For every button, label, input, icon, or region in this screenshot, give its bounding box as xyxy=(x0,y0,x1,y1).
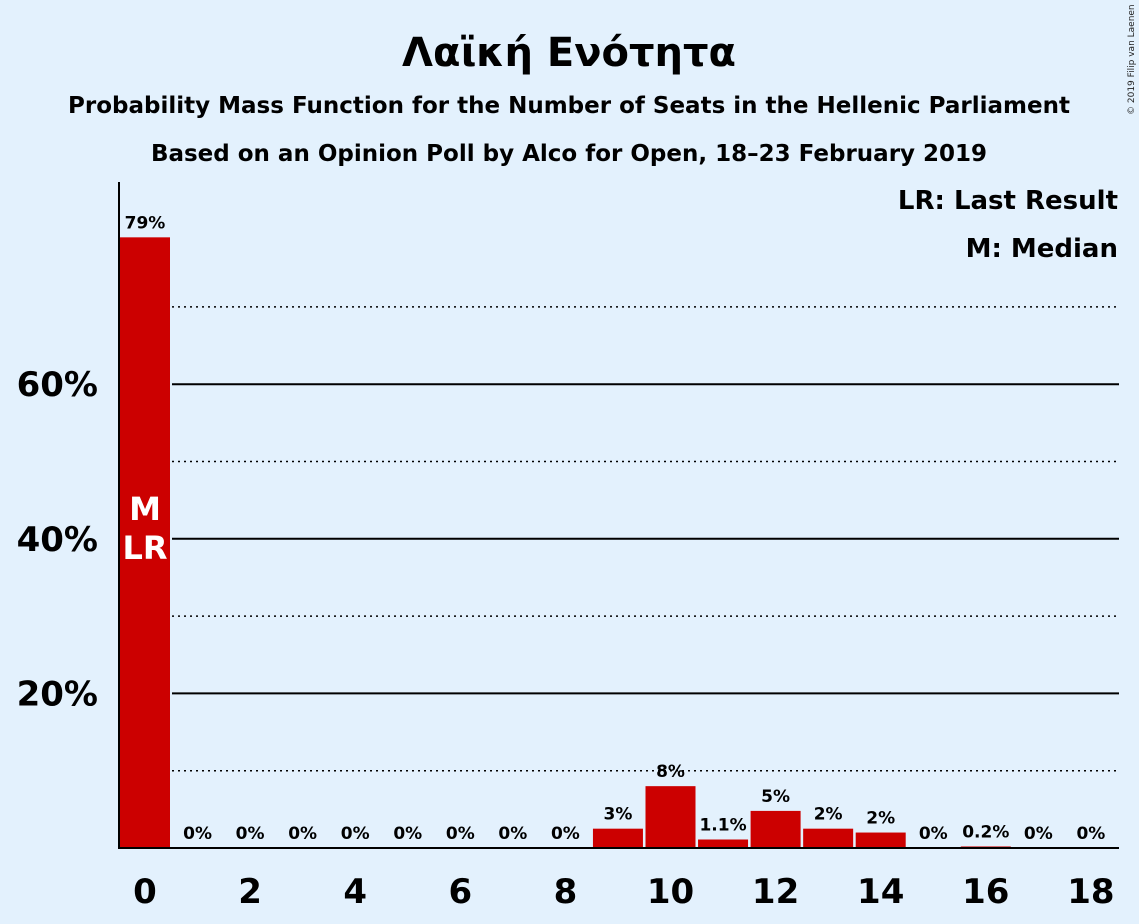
chart-subtitle-line2: Based on an Opinion Poll by Alco for Ope… xyxy=(151,141,987,167)
bar xyxy=(645,786,696,848)
bar xyxy=(120,237,170,848)
bar-value-label: 0% xyxy=(183,824,212,844)
x-tick-label: 12 xyxy=(752,872,799,912)
last-result-marker: LR xyxy=(122,529,167,567)
bar-value-label: 2% xyxy=(814,805,843,825)
bar-value-label: 1.1% xyxy=(699,815,746,835)
bar-value-label: 0% xyxy=(551,824,580,844)
bar xyxy=(803,828,854,848)
y-tick-label: 60% xyxy=(17,365,98,405)
copyright-note: © 2019 Filip van Laenen xyxy=(1127,4,1137,115)
chart-title: Λαϊκή Ενότητα xyxy=(402,30,736,76)
bar-value-label: 0% xyxy=(1024,824,1053,844)
bar-value-label: 0% xyxy=(393,824,422,844)
bar-markers: MLR xyxy=(122,490,167,567)
x-tick-label: 4 xyxy=(343,872,367,912)
bar-value-label: 0.2% xyxy=(962,822,1009,842)
x-tick-label: 10 xyxy=(647,872,694,912)
bar xyxy=(698,839,749,848)
gridlines xyxy=(172,306,1119,772)
bar-value-label: 0% xyxy=(288,824,317,844)
bar-value-label: 8% xyxy=(656,762,685,782)
y-tick-label: 20% xyxy=(17,674,98,714)
y-tick-label: 40% xyxy=(17,520,98,560)
x-tick-label: 0 xyxy=(133,872,157,912)
bar-value-label: 0% xyxy=(1076,824,1105,844)
x-tick-label: 2 xyxy=(238,872,262,912)
bars-group xyxy=(120,237,1011,848)
median-marker: M xyxy=(129,490,161,528)
bar xyxy=(855,832,906,848)
bar-value-label: 0% xyxy=(919,824,948,844)
x-tick-label: 16 xyxy=(962,872,1009,912)
bar-value-label: 0% xyxy=(341,824,370,844)
y-tick-labels: 20% 40% 60% xyxy=(17,365,98,714)
bar-value-label: 0% xyxy=(498,824,527,844)
bar-value-label: 0% xyxy=(236,824,265,844)
x-tick-label: 14 xyxy=(857,872,904,912)
bar-value-label: 0% xyxy=(446,824,475,844)
x-tick-labels: 0 2 4 6 8 10 12 14 16 18 xyxy=(133,872,1114,912)
bar-value-label: 79% xyxy=(125,213,166,233)
x-tick-label: 8 xyxy=(554,872,578,912)
legend-last-result: LR: Last Result xyxy=(898,186,1118,216)
bar xyxy=(750,810,801,848)
x-tick-label: 6 xyxy=(448,872,472,912)
bar-value-label: 2% xyxy=(866,809,895,829)
legend-median: M: Median xyxy=(966,234,1118,264)
bar-value-label: 5% xyxy=(761,787,790,807)
bar xyxy=(592,828,643,848)
chart-subtitle-line1: Probability Mass Function for the Number… xyxy=(68,93,1070,119)
bar-value-label: 3% xyxy=(604,805,633,825)
bar-value-labels: 79% 0% 0% 0% 0% 0% 0% 0% 0% 3% 8% 1.1% 5% 2% 2% 0% 0.2% 0… xyxy=(125,213,1106,844)
x-tick-label: 18 xyxy=(1067,872,1114,912)
